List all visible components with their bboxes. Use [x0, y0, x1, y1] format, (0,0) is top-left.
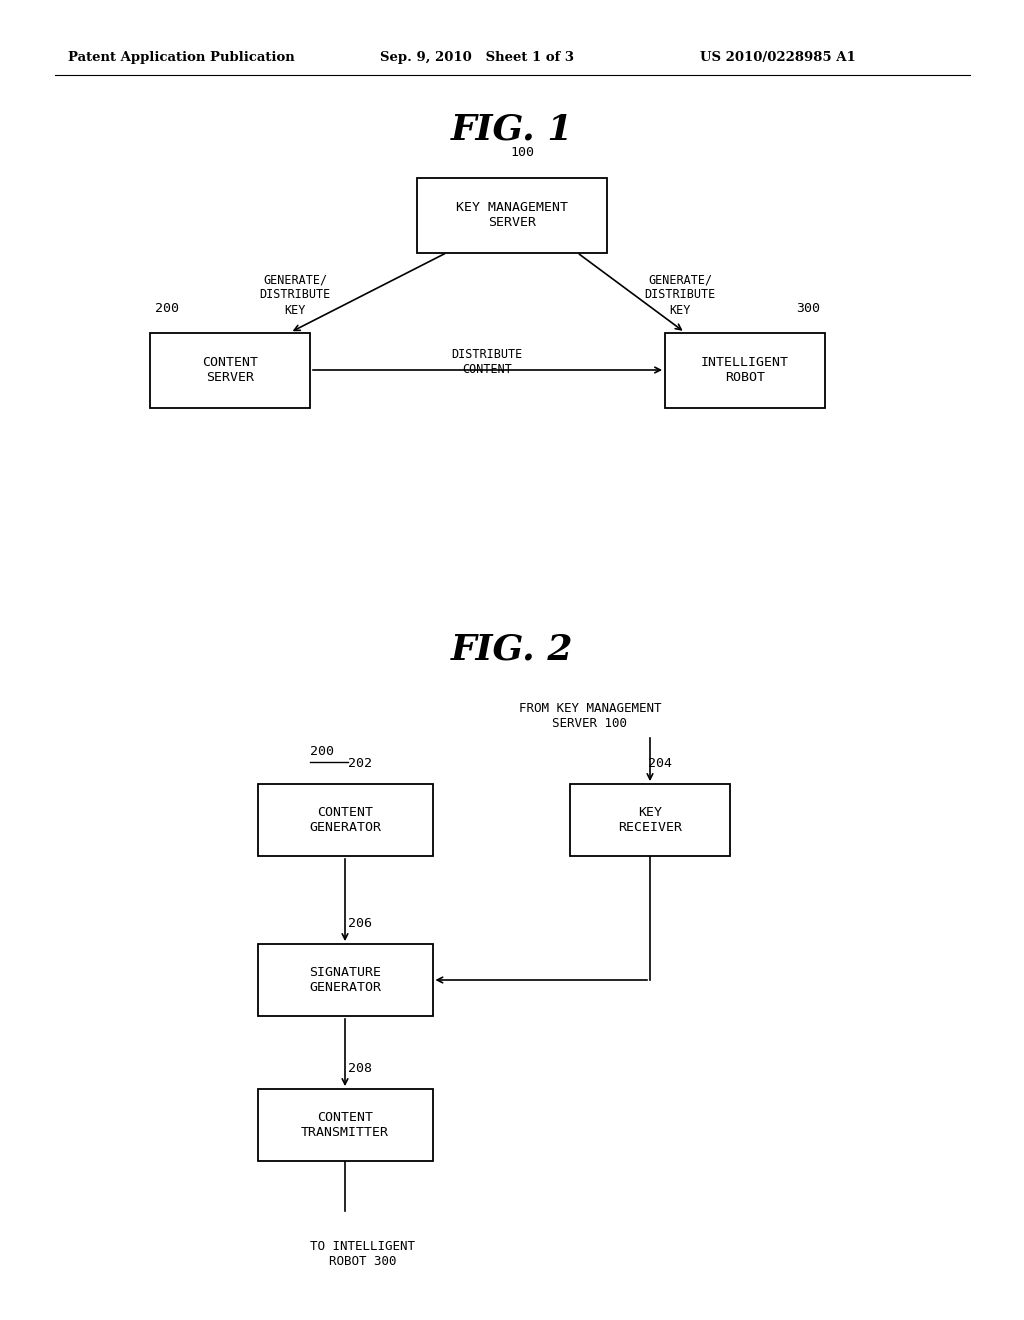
Text: SIGNATURE
GENERATOR: SIGNATURE GENERATOR [309, 966, 381, 994]
Text: KEY
RECEIVER: KEY RECEIVER [618, 807, 682, 834]
Text: GENERATE/
DISTRIBUTE
KEY: GENERATE/ DISTRIBUTE KEY [644, 273, 716, 317]
Text: Patent Application Publication: Patent Application Publication [68, 51, 295, 65]
Text: 206: 206 [348, 917, 372, 931]
Text: US 2010/0228985 A1: US 2010/0228985 A1 [700, 51, 856, 65]
Text: Sep. 9, 2010   Sheet 1 of 3: Sep. 9, 2010 Sheet 1 of 3 [380, 51, 574, 65]
Bar [257, 784, 432, 855]
Text: TO INTELLIGENT
ROBOT 300: TO INTELLIGENT ROBOT 300 [310, 1239, 415, 1269]
Text: GENERATE/
DISTRIBUTE
KEY: GENERATE/ DISTRIBUTE KEY [259, 273, 331, 317]
Text: CONTENT
SERVER: CONTENT SERVER [202, 356, 258, 384]
Bar [257, 944, 432, 1016]
Bar [665, 333, 825, 408]
Text: 200: 200 [310, 744, 334, 758]
Text: 300: 300 [796, 301, 820, 314]
Text: 100: 100 [510, 147, 534, 160]
Text: 208: 208 [348, 1063, 372, 1074]
Text: INTELLIGENT
ROBOT: INTELLIGENT ROBOT [701, 356, 790, 384]
Bar [257, 1089, 432, 1162]
Text: DISTRIBUTE
CONTENT: DISTRIBUTE CONTENT [452, 348, 522, 376]
Text: KEY MANAGEMENT
SERVER: KEY MANAGEMENT SERVER [456, 201, 568, 228]
Bar [570, 784, 730, 855]
Text: 204: 204 [648, 756, 672, 770]
Text: CONTENT
TRANSMITTER: CONTENT TRANSMITTER [301, 1111, 389, 1139]
Text: FROM KEY MANAGEMENT
SERVER 100: FROM KEY MANAGEMENT SERVER 100 [519, 702, 662, 730]
Bar [417, 177, 607, 252]
Text: 200: 200 [155, 301, 179, 314]
Text: CONTENT
GENERATOR: CONTENT GENERATOR [309, 807, 381, 834]
Text: 202: 202 [348, 756, 372, 770]
Text: FIG. 2: FIG. 2 [451, 634, 573, 667]
Bar [150, 333, 310, 408]
Text: FIG. 1: FIG. 1 [451, 114, 573, 147]
